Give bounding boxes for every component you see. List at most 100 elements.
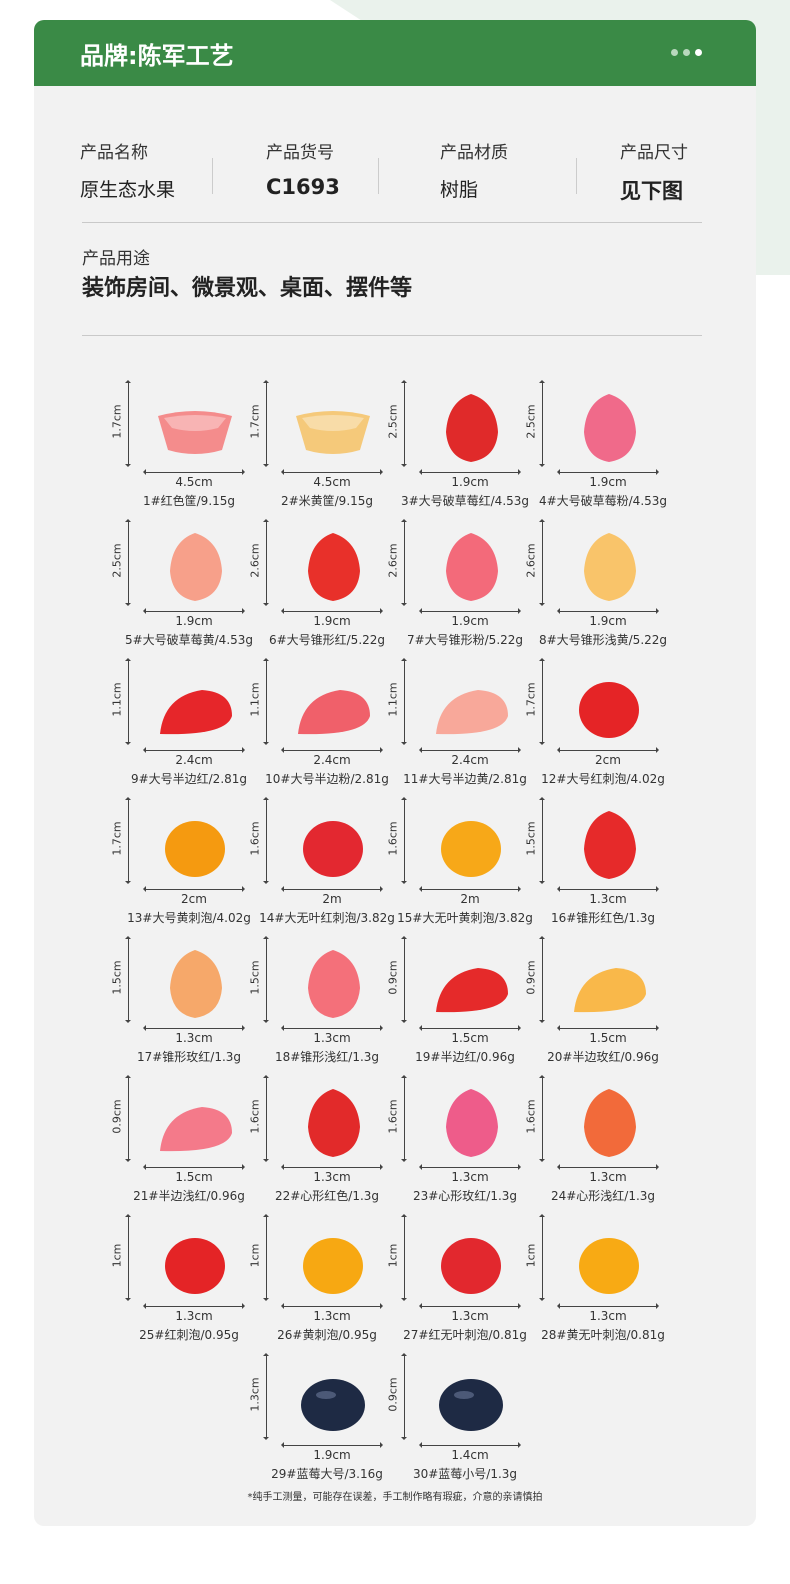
product-item: 2.6cm 1.9cm 6#大号锥形红/5.22g: [249, 515, 392, 650]
basket-image: [288, 388, 378, 472]
width-dimension: [419, 747, 521, 753]
product-item: 1.5cm 1.3cm 17#锥形玫红/1.3g: [110, 932, 254, 1067]
height-dimension: 0.9cm: [386, 1353, 412, 1440]
product-caption: 7#大号锥形粉/5.22g: [406, 633, 524, 647]
width-label: 2.4cm: [451, 753, 489, 767]
width-dimension: [281, 1442, 383, 1448]
width-label: 1.9cm: [451, 614, 489, 628]
width-label: 2m: [322, 892, 342, 906]
strawberry-image: [426, 527, 516, 611]
info-size-label: 产品尺寸: [620, 143, 688, 163]
height-label: 1.5cm: [110, 960, 124, 995]
strawberry-image: [564, 388, 654, 472]
height-label: 0.9cm: [110, 1099, 124, 1134]
strawberry-image: [426, 1222, 516, 1306]
strawberry-image: [150, 805, 240, 889]
product-item: 0.9cm 1.4cm 30#蓝莓小号/1.3g: [386, 1349, 530, 1484]
height-dimension: 2.6cm: [387, 519, 412, 606]
width-label: 1.3cm: [175, 1031, 213, 1045]
height-label: 0.9cm: [386, 1377, 400, 1412]
width-dimension: [557, 469, 659, 475]
height-label: 1.1cm: [386, 682, 400, 717]
height-label: 1cm: [248, 1243, 262, 1268]
strawberry-image: [288, 944, 378, 1028]
product-item: 1.5cm 1.3cm 16#锥形红色/1.3g: [525, 793, 668, 928]
width-label: 1.5cm: [589, 1031, 627, 1045]
info-name-label: 产品名称: [80, 143, 148, 163]
width-dimension: [419, 886, 521, 892]
strawberry-image: [150, 666, 240, 750]
product-item: 1.6cm 1.3cm 23#心形玫红/1.3g: [387, 1071, 530, 1206]
product-item: 2.5cm 1.9cm 3#大号破草莓红/4.53g: [387, 376, 530, 511]
brand-header: 品牌:陈军工艺: [34, 20, 756, 86]
width-label: 2.4cm: [313, 753, 351, 767]
info-name-value: 原生态水果: [80, 179, 176, 201]
height-dimension: 1.1cm: [111, 658, 136, 745]
width-dimension: [419, 1303, 521, 1309]
width-label: 1.5cm: [175, 1170, 213, 1184]
product-item: 2.6cm 1.9cm 7#大号锥形粉/5.22g: [387, 515, 530, 650]
height-dimension: 1.6cm: [249, 797, 274, 884]
product-item: 1cm 1.3cm 27#红无叶刺泡/0.81g: [386, 1210, 530, 1345]
product-caption: 27#红无叶刺泡/0.81g: [403, 1328, 527, 1342]
info-sku: 产品货号 C1693: [266, 138, 340, 199]
product-caption: 17#锥形玫红/1.3g: [136, 1050, 242, 1064]
divider: [378, 158, 379, 194]
height-dimension: 2.5cm: [524, 380, 550, 467]
height-dimension: 1cm: [386, 1214, 412, 1301]
strawberry-image: [150, 1222, 240, 1306]
info-sku-value: C1693: [266, 175, 340, 199]
height-label: 1.3cm: [248, 1377, 262, 1412]
product-caption: 4#大号破草莓粉/4.53g: [538, 494, 668, 508]
brand-title: 品牌:陈军工艺: [80, 42, 234, 70]
info-name: 产品名称 原生态水果: [80, 138, 175, 202]
divider: [576, 158, 577, 194]
info-size-value: 见下图: [620, 179, 683, 203]
info-size: 产品尺寸 见下图: [620, 138, 688, 205]
height-dimension: 0.9cm: [386, 936, 412, 1023]
width-dimension: [143, 1303, 245, 1309]
height-dimension: 1.1cm: [248, 658, 274, 745]
height-label: 2.5cm: [524, 404, 538, 439]
product-caption: 12#大号红刺泡/4.02g: [541, 772, 665, 786]
blueberry-image: [288, 1361, 378, 1445]
width-dimension: [281, 469, 383, 475]
height-dimension: 0.9cm: [110, 1075, 136, 1162]
height-label: 1cm: [524, 1243, 538, 1268]
product-caption: 23#心形玫红/1.3g: [412, 1189, 518, 1203]
height-label: 1cm: [386, 1243, 400, 1268]
product-item: 1.6cm 2m 14#大无叶红刺泡/3.82g: [249, 793, 395, 928]
height-label: 1.7cm: [524, 682, 538, 717]
height-dimension: 1.7cm: [111, 380, 136, 467]
product-item: 2.6cm 1.9cm 8#大号锥形浅黄/5.22g: [525, 515, 668, 650]
height-dimension: 1.3cm: [248, 1353, 274, 1440]
product-caption: 21#半边浅红/0.96g: [133, 1189, 245, 1203]
height-dimension: 1.6cm: [525, 1075, 550, 1162]
width-label: 1.3cm: [589, 1170, 627, 1184]
strawberry-image: [426, 1083, 516, 1167]
width-dimension: [143, 469, 245, 475]
height-label: 0.9cm: [386, 960, 400, 995]
width-dimension: [419, 469, 521, 475]
height-dimension: 2.5cm: [111, 519, 136, 606]
height-dimension: 1.5cm: [525, 797, 550, 884]
product-item: 1.5cm 1.3cm 18#锥形浅红/1.3g: [249, 932, 392, 1067]
info-sku-label: 产品货号: [266, 143, 334, 163]
strawberry-image: [426, 388, 516, 472]
product-caption: 9#大号半边红/2.81g: [130, 772, 248, 786]
info-material-value: 树脂: [440, 179, 479, 201]
product-caption: 6#大号锥形红/5.22g: [268, 633, 386, 647]
width-label: 1.3cm: [175, 1309, 213, 1323]
height-label: 1.1cm: [248, 682, 262, 717]
product-info: 产品名称 原生态水果 产品货号 C1693 产品材质 树脂 产品尺寸 见下图: [34, 138, 756, 203]
strawberry-image: [150, 527, 240, 611]
width-label: 2cm: [181, 892, 207, 906]
width-dimension: [143, 1164, 245, 1170]
product-item: 1.7cm 4.5cm 2#米黄筐/9.15g: [249, 376, 392, 511]
height-dimension: 1cm: [111, 1214, 136, 1301]
width-label: 1.9cm: [313, 1448, 351, 1462]
width-label: 1.9cm: [175, 614, 213, 628]
product-item: 1cm 1.3cm 25#红刺泡/0.95g: [111, 1210, 254, 1345]
width-label: 1.4cm: [451, 1448, 489, 1462]
product-item: 1.1cm 2.4cm 11#大号半边黄/2.81g: [386, 654, 530, 789]
